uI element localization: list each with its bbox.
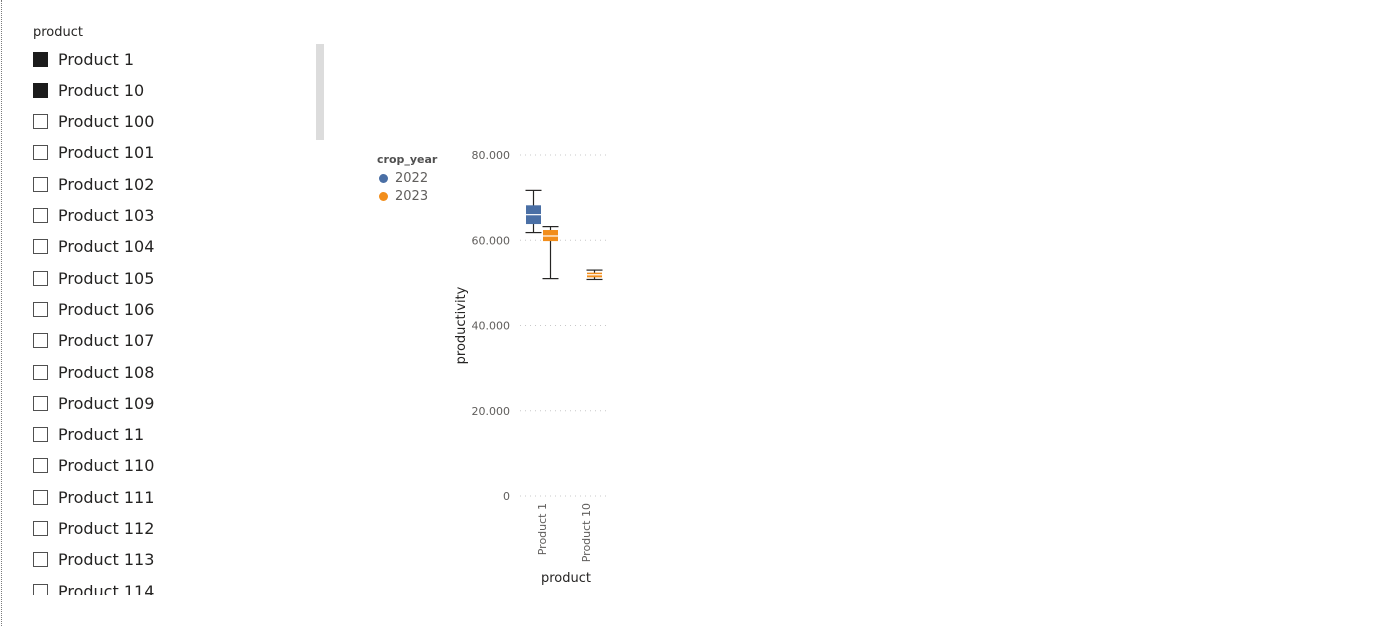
slicer-item-label: Product 108	[58, 362, 155, 382]
x-tick-label: Product 1	[536, 503, 549, 555]
slicer-item-label: Product 105	[58, 268, 155, 288]
slicer-item-label: Product 112	[58, 519, 155, 538]
slicer-item-label: Product 11	[58, 425, 145, 445]
checkbox-icon[interactable]	[33, 145, 48, 161]
page-border	[1, 0, 2, 626]
y-axis-title: productivity	[454, 286, 469, 364]
checkbox-icon[interactable]	[33, 270, 48, 286]
slicer-item[interactable]: Product 107	[33, 327, 154, 355]
legend-item-2023[interactable]: 2023	[377, 187, 437, 205]
slicer-item[interactable]: Product 113	[33, 546, 154, 574]
y-tick-label: 20.000	[472, 405, 511, 418]
slicer-item[interactable]: Product 104	[33, 233, 154, 261]
slicer-item[interactable]: Product 103	[33, 202, 154, 230]
checkbox-icon[interactable]	[33, 333, 48, 349]
legend-label: 2023	[395, 188, 429, 204]
chart-legend: crop_year 2022 2023	[377, 153, 437, 205]
slicer-item-label: Product 100	[58, 112, 155, 132]
checkbox-icon[interactable]	[33, 489, 48, 505]
box-plot-chart: 0 20.000 40.000 60.000 80.000 productivity Pro…	[440, 130, 640, 600]
slicer-item[interactable]: Product 105	[33, 264, 154, 292]
checkbox-icon[interactable]	[33, 364, 48, 380]
slicer-item[interactable]: Product 109	[33, 389, 154, 417]
slicer-item[interactable]: Product 11	[33, 421, 144, 449]
checkbox-icon[interactable]	[33, 208, 48, 223]
slicer-item-label: Product 109	[58, 393, 155, 413]
slicer-item[interactable]: Product 111	[33, 483, 154, 511]
slicer-item[interactable]: Product 1	[33, 45, 134, 73]
slicer-item[interactable]: Product 10	[33, 76, 144, 104]
legend-item-2022[interactable]: 2022	[377, 169, 437, 187]
legend-title: crop_year	[377, 153, 438, 166]
x-tick-label: Product 10	[580, 503, 593, 562]
slicer-item-label: Product 106	[58, 299, 155, 319]
checkbox-icon[interactable]	[33, 395, 48, 411]
slicer-item-label: Product 10	[58, 80, 145, 100]
slicer-item-label: Product 1	[58, 49, 135, 69]
slicer-item-label: Product 101	[58, 143, 155, 163]
y-tick-label: 40.000	[472, 320, 511, 333]
chart-svg: 0 20.000 40.000 60.000 80.000 productivity Pro…	[454, 149, 608, 586]
checkbox-checked-icon[interactable]	[33, 51, 48, 67]
slicer-item[interactable]: Product 101	[33, 139, 154, 167]
slicer-item-label: Product 102	[58, 174, 155, 194]
slicer-item-label: Product 111	[58, 487, 155, 507]
slicer-item[interactable]: Product 114	[33, 577, 154, 595]
product-slicer: product Product 1 Product 10 Product 100 Pr…	[0, 0, 330, 600]
y-tick-label: 60.000	[472, 234, 511, 247]
checkbox-icon[interactable]	[33, 458, 48, 474]
slicer-item-label: Product 107	[58, 331, 155, 351]
checkbox-icon[interactable]	[33, 301, 48, 317]
legend-dot-icon	[379, 191, 388, 201]
slicer-item-label: Product 114	[58, 581, 155, 595]
slicer-item[interactable]: Product 102	[33, 170, 154, 198]
slicer-item[interactable]: Product 106	[33, 295, 154, 323]
y-tick-label: 0	[503, 490, 510, 503]
slicer-list: Product 1 Product 10 Product 100 Product 10…	[33, 45, 313, 595]
checkbox-icon[interactable]	[33, 552, 48, 568]
slicer-item[interactable]: Product 110	[33, 452, 154, 480]
slicer-item-label: Product 113	[58, 550, 155, 570]
slicer-item[interactable]: Product 112	[33, 515, 154, 543]
y-tick-label: 80.000	[472, 149, 511, 162]
legend-dot-icon	[379, 173, 388, 183]
checkbox-icon[interactable]	[33, 239, 48, 255]
slicer-header: product	[33, 25, 84, 40]
slicer-item-label: Product 110	[58, 456, 155, 476]
x-axis-title: product	[541, 571, 591, 586]
slicer-item[interactable]: Product 100	[33, 108, 154, 136]
checkbox-icon[interactable]	[33, 114, 48, 130]
checkbox-icon[interactable]	[33, 583, 48, 595]
checkbox-checked-icon[interactable]	[33, 82, 48, 98]
checkbox-icon[interactable]	[33, 427, 48, 443]
slicer-scrollbar[interactable]	[316, 44, 324, 140]
slicer-item-label: Product 104	[58, 237, 155, 257]
slicer-item-label: Product 103	[58, 206, 155, 225]
slicer-item[interactable]: Product 108	[33, 358, 154, 386]
legend-label: 2022	[395, 170, 429, 186]
checkbox-icon[interactable]	[33, 176, 48, 192]
checkbox-icon[interactable]	[33, 521, 48, 536]
